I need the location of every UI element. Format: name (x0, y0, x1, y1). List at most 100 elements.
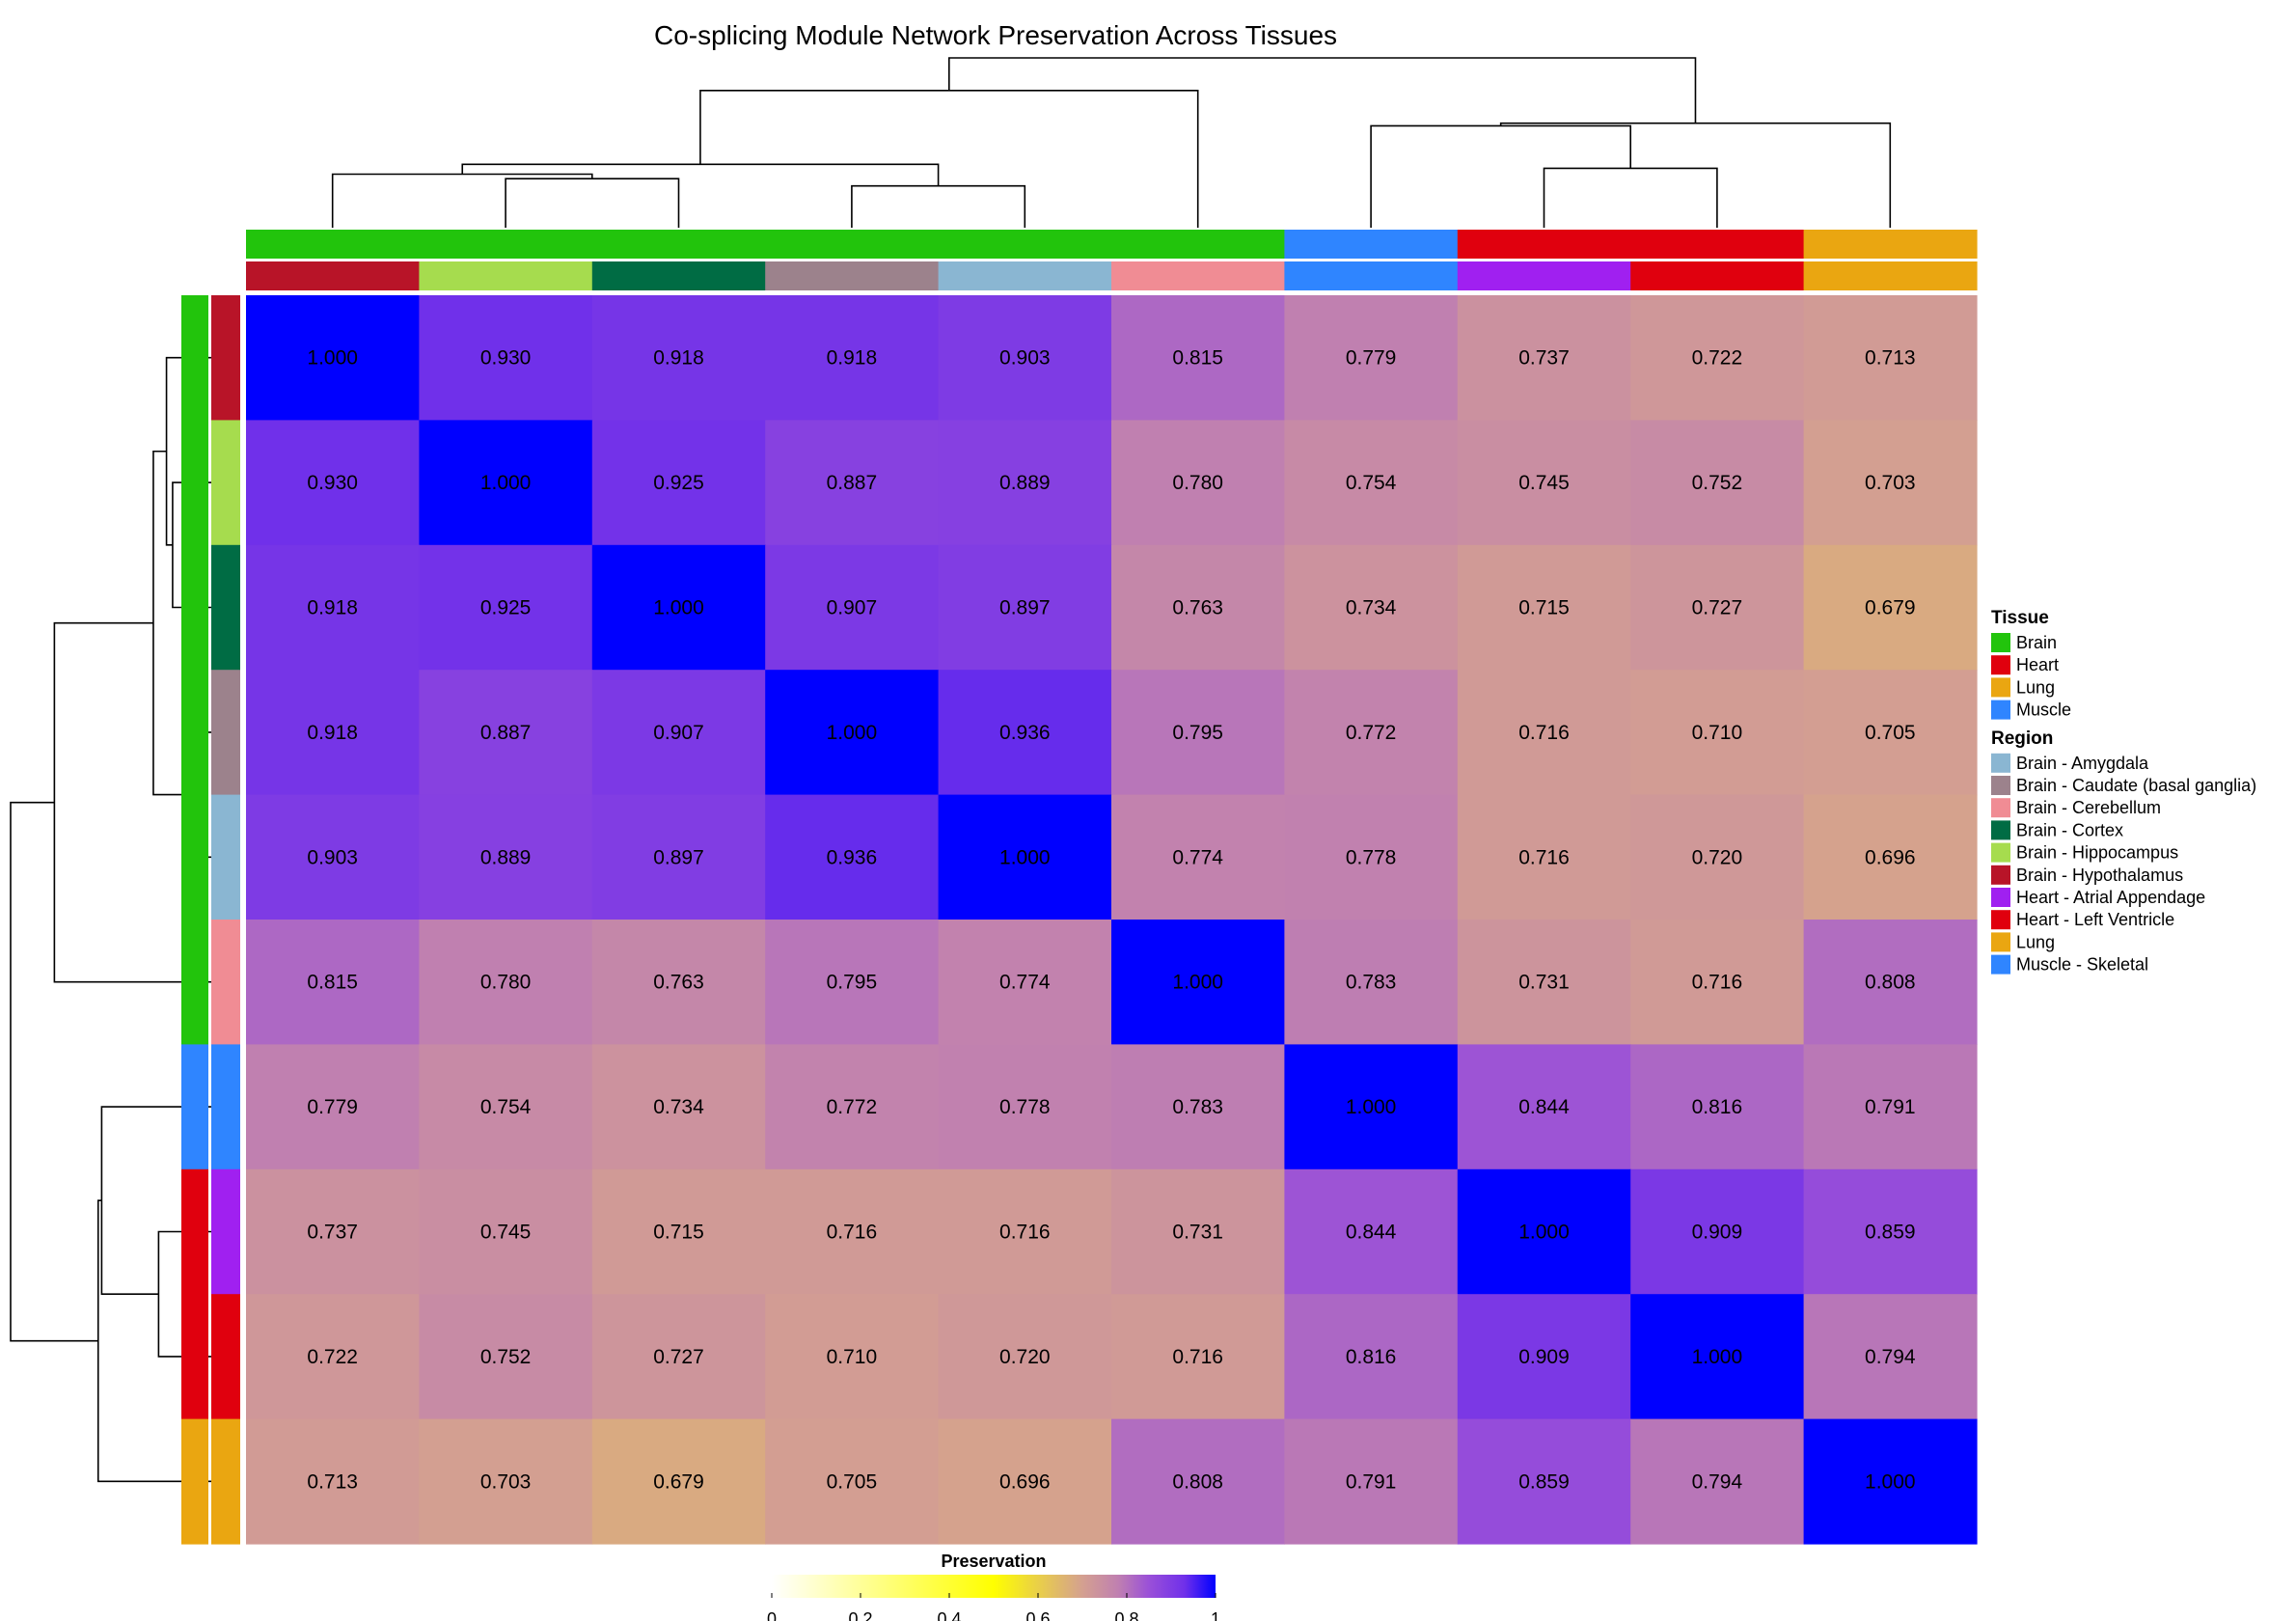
heatmap-cell-r7-c3 (765, 1168, 940, 1295)
heatmap-cell-r3-c4 (938, 670, 1112, 796)
heatmap-cell-r5-c9 (1803, 920, 1978, 1045)
heatmap-cell-r6-c5 (1111, 1044, 1285, 1170)
heatmap-cell-r1-c6 (1284, 420, 1459, 546)
cell-value-label: 0.925 (653, 472, 704, 494)
row-tissue-swatch (181, 794, 208, 920)
cell-value-label: 0.679 (1865, 597, 1916, 619)
cell-value-label: 0.716 (1692, 972, 1743, 994)
heatmap-cell-r1-c4 (938, 420, 1112, 546)
heatmap-cell-r1-c5 (1111, 420, 1285, 546)
heatmap-cell-r3-c1 (419, 670, 593, 796)
cell-value-label: 0.705 (1865, 722, 1916, 744)
col-tissue-swatch (1457, 230, 1631, 259)
heatmap-cell-r6-c1 (419, 1044, 593, 1170)
dendrogram-branch (1499, 122, 1892, 228)
cell-value-label: 0.727 (1692, 597, 1743, 619)
cell-value-label: 0.795 (827, 972, 878, 994)
dendrogram-branch (53, 621, 238, 983)
heatmap-cell-r4-c1 (419, 794, 593, 920)
cell-value-label: 0.815 (307, 972, 358, 994)
row-region-swatch (211, 794, 240, 920)
cell-value-label: 0.936 (827, 846, 878, 868)
heatmap-cell-r6-c8 (1630, 1044, 1805, 1170)
legend-label: Heart - Atrial Appendage (2016, 888, 2205, 907)
row-region-swatch (211, 670, 240, 796)
cell-value-label: 0.897 (999, 597, 1051, 619)
cell-value-label: 1.000 (307, 347, 358, 370)
color-scale-tick-label: 1 (1211, 1609, 1220, 1621)
cell-value-label: 1.000 (1346, 1096, 1397, 1118)
legend-label: Brain - Hippocampus (2016, 843, 2178, 863)
cell-value-label: 1.000 (827, 722, 878, 744)
cell-value-label: 0.791 (1346, 1470, 1397, 1493)
color-scale-tick-label: 0 (767, 1609, 777, 1621)
cell-value-label: 0.727 (653, 1346, 704, 1368)
cell-value-label: 0.716 (1172, 1346, 1223, 1368)
heatmap-cell-r8-c9 (1803, 1294, 1978, 1420)
cell-value-label: 0.925 (480, 597, 532, 619)
color-scale-tick-label: 0.6 (1025, 1609, 1050, 1621)
cell-value-label: 1.000 (999, 846, 1051, 868)
dendrogram-branch (699, 90, 1199, 228)
legend-label: Muscle (2016, 701, 2071, 720)
heatmap-cell-r3-c8 (1630, 670, 1805, 796)
heatmap-cell-r6-c9 (1803, 1044, 1978, 1170)
cell-value-label: 1.000 (1865, 1470, 1916, 1493)
cell-value-label: 0.889 (480, 846, 532, 868)
color-scale-legend: Preservation 0 0.2 0.4 0.6 0.8 1 (767, 1552, 1220, 1621)
cell-value-label: 0.716 (827, 1222, 878, 1244)
row-region-swatch (211, 1294, 240, 1420)
row-tissue-swatch (181, 670, 208, 796)
heatmap-cell-r4-c5 (1111, 794, 1285, 920)
heatmap-cell-r5-c1 (419, 920, 593, 1045)
col-region-swatch (419, 261, 593, 290)
cell-value-label: 0.903 (307, 846, 358, 868)
cell-value-label: 0.774 (999, 972, 1051, 994)
row-tissue-swatch (181, 1044, 208, 1170)
heatmap-cell-r4-c6 (1284, 794, 1459, 920)
cell-value-label: 0.731 (1518, 972, 1570, 994)
heatmap-cell-r9-c7 (1457, 1418, 1631, 1545)
cell-value-label: 0.722 (1692, 347, 1743, 370)
cell-value-label: 0.779 (1346, 347, 1397, 370)
legend-swatch (1991, 798, 2010, 818)
heatmap-cell-r2-c3 (765, 544, 940, 671)
cell-value-label: 0.763 (1172, 597, 1223, 619)
cell-value-label: 0.774 (1172, 846, 1223, 868)
cell-value-label: 0.907 (653, 722, 704, 744)
heatmap-cell-r1-c9 (1803, 420, 1978, 546)
col-tissue-swatch (1284, 230, 1459, 259)
legend-swatch (1991, 932, 2010, 952)
legend-swatch (1991, 655, 2010, 675)
heatmap-cell-r7-c5 (1111, 1168, 1285, 1295)
heatmap-cell-r0-c6 (1284, 295, 1459, 421)
color-scale-bar (772, 1575, 1216, 1598)
legend-label: Muscle - Skeletal (2016, 955, 2148, 975)
dendrogram-branch (1543, 167, 1718, 228)
dendrogram-branch (152, 450, 182, 796)
col-tissue-swatch (246, 230, 420, 259)
heatmap-cell-r2-c4 (938, 544, 1112, 671)
cell-value-label: 0.816 (1692, 1096, 1743, 1118)
cell-value-label: 0.783 (1172, 1096, 1223, 1118)
color-scale-title: Preservation (941, 1552, 1046, 1571)
cell-value-label: 0.772 (827, 1096, 878, 1118)
cell-value-label: 0.778 (999, 1096, 1051, 1118)
row-region-annotation (211, 295, 240, 1545)
row-tissue-swatch (181, 1418, 208, 1545)
chart-title: Co-splicing Module Network Preservation … (654, 20, 1337, 50)
tissue-legend-title: Tissue (1991, 608, 2049, 628)
col-region-swatch (1803, 261, 1978, 290)
cell-value-label: 0.752 (480, 1346, 532, 1368)
cell-value-label: 0.696 (1865, 846, 1916, 868)
heatmap-cell-r9-c6 (1284, 1418, 1459, 1545)
legend-label: Brain - Hypothalamus (2016, 865, 2183, 885)
heatmap-cell-r7-c6 (1284, 1168, 1459, 1295)
heatmap-cell-r0-c2 (591, 295, 766, 421)
legend-swatch (1991, 954, 2010, 975)
cell-value-label: 0.909 (1518, 1346, 1570, 1368)
heatmap-cell-r2-c8 (1630, 544, 1805, 671)
col-region-swatch (1630, 261, 1805, 290)
heatmap-cell-r4-c2 (591, 794, 766, 920)
cell-value-label: 0.816 (1346, 1346, 1397, 1368)
